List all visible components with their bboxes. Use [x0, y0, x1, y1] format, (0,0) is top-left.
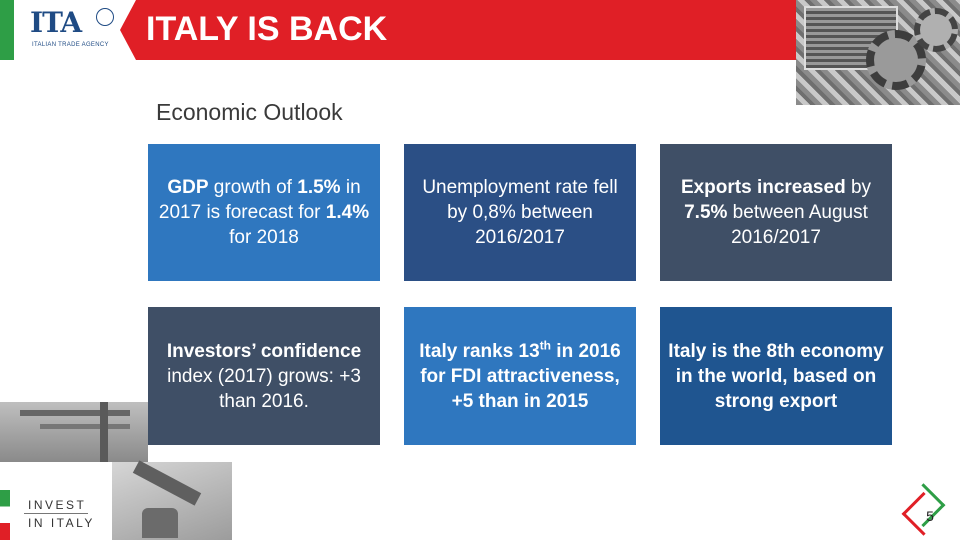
tile-text-span: GDP — [167, 177, 209, 198]
logo-panel — [14, 0, 134, 60]
tile-text-span: 1.4% — [325, 202, 370, 223]
tile-exports: Exports increased by 7.5% between August… — [660, 144, 892, 281]
tile-text: Italy ranks 13th in 2016 for FDI attract… — [412, 339, 628, 414]
tile-text-span: Italy ranks 13 — [419, 340, 540, 362]
robot-arm-shape — [132, 460, 202, 506]
tile-text-span: Investors’ confidence — [166, 340, 362, 362]
invest-logo-divider — [24, 513, 88, 514]
column-shape — [100, 402, 108, 462]
page-title: ITALY IS BACK — [146, 10, 388, 48]
tile-text: GDP growth of 1.5% in 2017 is forecast f… — [156, 175, 372, 250]
tile-text-span: in 2017 is forecast for — [158, 177, 361, 223]
tile-text-span: growth of — [208, 177, 298, 198]
tile-text-span: 7.5% — [684, 202, 728, 223]
tile-unemployment: Unemployment rate fell by 0,8% between 2… — [404, 144, 636, 281]
tile-fdi-ranking: Italy ranks 13th in 2016 for FDI attract… — [404, 307, 636, 445]
gears-photo — [796, 0, 960, 105]
tile-text-span: Italy is the 8th economy in the world, b… — [668, 340, 884, 412]
header-bar — [120, 0, 840, 60]
invest-logo-line1: INVEST — [28, 498, 87, 512]
section-title: Economic Outlook — [156, 99, 343, 125]
tile-text: Italy is the 8th economy in the world, b… — [668, 339, 884, 414]
pipe-shape — [40, 424, 130, 429]
page-number: 5 — [926, 508, 934, 524]
pipe-shape — [20, 410, 130, 416]
tile-text-span: Exports increased — [680, 177, 846, 198]
tile-investor-confidence: Investors’ confidence index (2017) grows… — [148, 307, 380, 445]
tile-text: Unemployment rate fell by 0,8% between 2… — [412, 175, 628, 250]
robot-base-shape — [142, 508, 178, 538]
tile-text: Investors’ confidence index (2017) grows… — [156, 339, 372, 414]
tile-text-superscript: th — [539, 338, 552, 353]
robot-arm-photo — [112, 460, 232, 540]
tile-text-span: index (2017) grows: +3 than 2016. — [167, 365, 361, 412]
tile-gdp-growth: GDP growth of 1.5% in 2017 is forecast f… — [148, 144, 380, 281]
seal-icon — [96, 8, 114, 26]
gear-icon — [914, 8, 958, 52]
ita-logo: ITA — [30, 6, 82, 39]
tile-text: Exports increased by 7.5% between August… — [668, 175, 884, 250]
tile-text-span: 1.5% — [297, 177, 341, 198]
italian-flag-stripe — [0, 490, 10, 540]
flag-stripe — [0, 0, 14, 60]
tile-text-span: in 2016 for FDI attractiveness, +5 than … — [420, 340, 621, 412]
tile-text-span: for 2018 — [229, 227, 299, 248]
tile-world-economy: Italy is the 8th economy in the world, b… — [660, 307, 892, 445]
tile-text-span: Unemployment rate fell by 0,8% between 2… — [422, 177, 618, 248]
ita-logo-subtitle: ITALIAN TRADE AGENCY — [32, 42, 109, 48]
invest-logo-line2: IN ITALY — [28, 516, 95, 530]
tile-text-span: between August 2016/2017 — [727, 202, 868, 248]
tile-text-span: by — [845, 177, 872, 198]
invest-in-italy-logo: INVEST IN ITALY — [0, 490, 112, 540]
factory-photo — [0, 402, 148, 462]
